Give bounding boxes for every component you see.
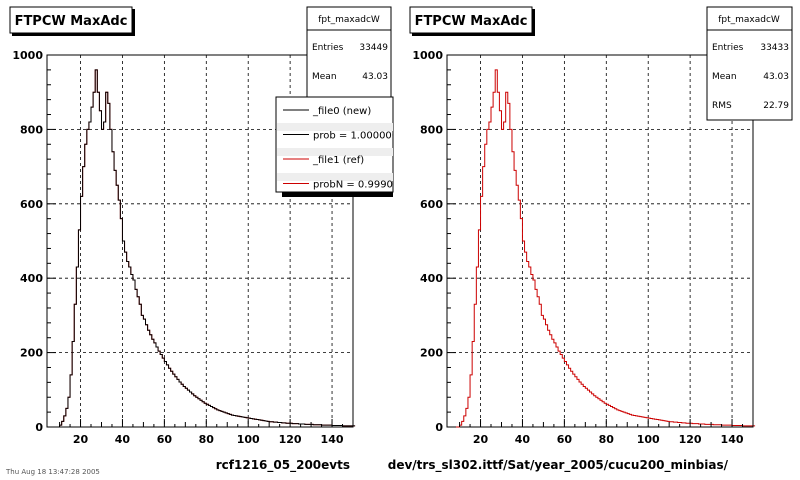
- left-stats-entries-value: 33449: [359, 43, 388, 53]
- x-tick-label: 140: [721, 433, 744, 446]
- y-tick-label: 800: [420, 123, 443, 136]
- x-tick-label: 140: [321, 433, 344, 446]
- right-stats-mean-value: 43.03: [763, 72, 789, 82]
- right-stats-name: fpt_maxadcW: [718, 15, 780, 25]
- right-title-shadow: [412, 33, 534, 36]
- left-chart-title: FTPCW MaxAdc: [15, 14, 128, 29]
- left-stats-name: fpt_maxadcW: [318, 15, 380, 25]
- y-tick-label: 0: [435, 421, 443, 434]
- histogram-line-file0-new: [47, 69, 356, 428]
- x-tick-label: 60: [157, 433, 173, 446]
- x-tick-label: 120: [279, 433, 302, 446]
- left-legend: _file0 (new) prob = 1.000000 _file1 (ref) p…: [283, 106, 406, 191]
- left-legend-shadow: [282, 192, 393, 197]
- legend-label: _file0 (new): [312, 106, 371, 117]
- histogram-line-fpt-maxadcw: [447, 69, 756, 428]
- left-stats-mean-label: Mean: [312, 72, 337, 82]
- x-tick-label: 20: [73, 433, 89, 446]
- left-histogram-series: [47, 69, 356, 428]
- y-tick-label: 400: [20, 272, 43, 285]
- right-stats-mean-label: Mean: [712, 72, 737, 82]
- left-title-shadow-side: [132, 9, 135, 36]
- legend-label: probN = 0.999021: [313, 180, 406, 191]
- right-histogram-panel: 20 40 60 80 100 120 140 0 200 400 600 800 1000 FTPCW…: [388, 6, 793, 473]
- x-tick-label: 80: [599, 433, 615, 446]
- right-chart-title: FTPCW MaxAdc: [415, 14, 528, 29]
- y-tick-label: 200: [420, 347, 443, 360]
- y-tick-label: 200: [20, 347, 43, 360]
- y-tick-label: 400: [420, 272, 443, 285]
- x-tick-label: 40: [115, 433, 131, 446]
- left-title-shadow: [12, 33, 134, 36]
- footer-timestamp: Thu Aug 18 13:47:28 2005: [5, 468, 100, 476]
- left-legend-band: [277, 123, 393, 131]
- x-tick-label: 60: [557, 433, 573, 446]
- y-tick-label: 600: [420, 198, 443, 211]
- y-tick-label: 0: [35, 421, 43, 434]
- right-stats-rms-value: 22.79: [763, 101, 789, 111]
- x-tick-label: 100: [237, 433, 260, 446]
- x-tick-label: 120: [679, 433, 702, 446]
- x-tick-label: 80: [199, 433, 215, 446]
- left-x-axis-label: rcf1216_05_200evts: [216, 458, 350, 473]
- right-histogram-series: [447, 69, 756, 428]
- left-stats-entries-label: Entries: [312, 43, 344, 53]
- legend-label: _file1 (ref): [312, 155, 364, 166]
- left-stats-mean-value: 43.03: [362, 72, 388, 82]
- left-legend-band: [277, 148, 393, 156]
- right-stats-entries-label: Entries: [712, 43, 744, 53]
- left-legend-band: [277, 173, 393, 181]
- right-title-shadow-side: [532, 9, 535, 36]
- left-stats-box: [306, 6, 392, 98]
- right-axis-ticks: 20 40 60 80 100 120 140 0 200 400 600 800 1000: [412, 49, 754, 446]
- y-tick-label: 1000: [412, 49, 443, 62]
- y-tick-label: 1000: [12, 49, 43, 62]
- left-axis-ticks: 20 40 60 80 100 120 140 0 200 400 600 800 1000: [12, 49, 354, 446]
- legend-label: prob = 1.000000: [313, 131, 398, 142]
- right-stats-rms-label: RMS: [712, 101, 732, 111]
- y-tick-label: 800: [20, 123, 43, 136]
- x-tick-label: 20: [473, 433, 489, 446]
- right-stats-entries-value: 33433: [760, 43, 789, 53]
- right-stats-box: [706, 6, 793, 121]
- y-tick-label: 600: [20, 198, 43, 211]
- left-histogram-panel: 20 40 60 80 100 120 140 0 200 400 600 800 1000 FTPCW…: [9, 6, 406, 473]
- x-tick-label: 100: [637, 433, 660, 446]
- right-plot-frame: [446, 54, 754, 428]
- right-x-axis-label: dev/trs_sl302.ittf/Sat/year_2005/cucu200…: [388, 458, 729, 473]
- x-tick-label: 40: [515, 433, 531, 446]
